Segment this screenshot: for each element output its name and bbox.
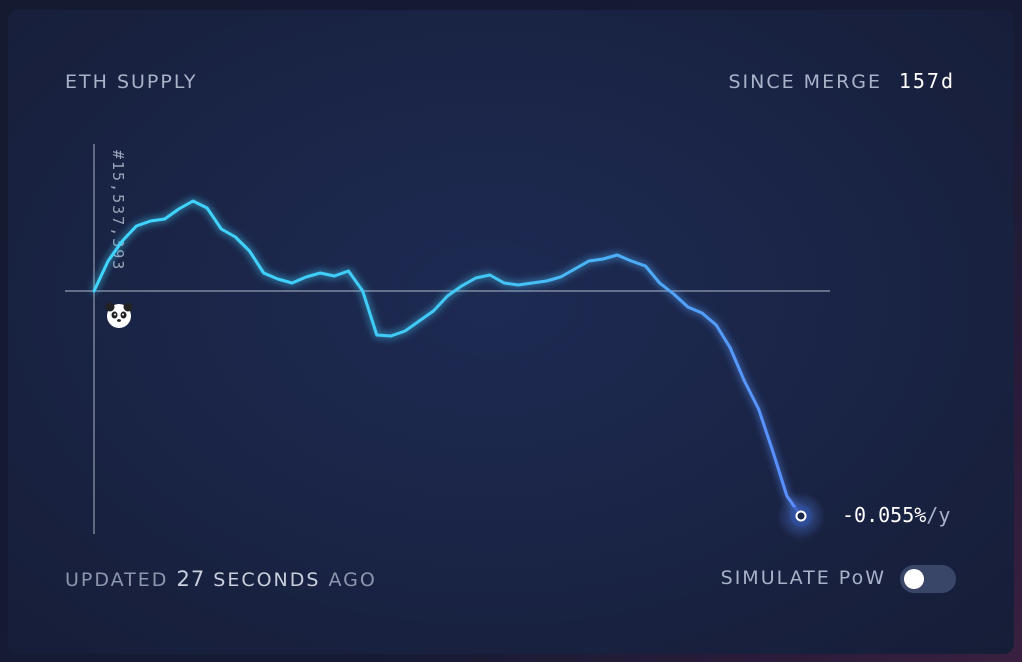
supply-chart: #15,537,393 — [65, 144, 830, 540]
updated-unit: SECONDS — [213, 569, 321, 591]
baseline-label: #15,537,393 — [109, 150, 127, 271]
updated-prefix: UPDATED — [65, 569, 169, 591]
eth-supply-card: ETH SUPPLY SINCE MERGE 157d — [8, 10, 1014, 654]
updated-status: UPDATED 27 SECONDS AGO — [65, 567, 377, 591]
panda-icon — [105, 302, 133, 328]
rate-value: -0.055% — [842, 503, 927, 527]
supply-change-rate: -0.055%/y — [842, 503, 950, 527]
toggle-knob[interactable] — [904, 569, 924, 589]
supply-series-line — [92, 199, 803, 518]
simulate-pow-label: SIMULATE PoW — [720, 567, 886, 589]
simulate-pow-toggle[interactable] — [900, 565, 956, 593]
updated-suffix: AGO — [328, 569, 377, 591]
since-merge-value: 157d — [898, 69, 955, 93]
updated-number: 27 — [176, 567, 206, 591]
card-title: ETH SUPPLY — [65, 71, 198, 93]
end-point-marker — [795, 510, 807, 522]
since-merge-label: SINCE MERGE — [728, 71, 882, 93]
rate-unit: /y — [926, 503, 951, 527]
